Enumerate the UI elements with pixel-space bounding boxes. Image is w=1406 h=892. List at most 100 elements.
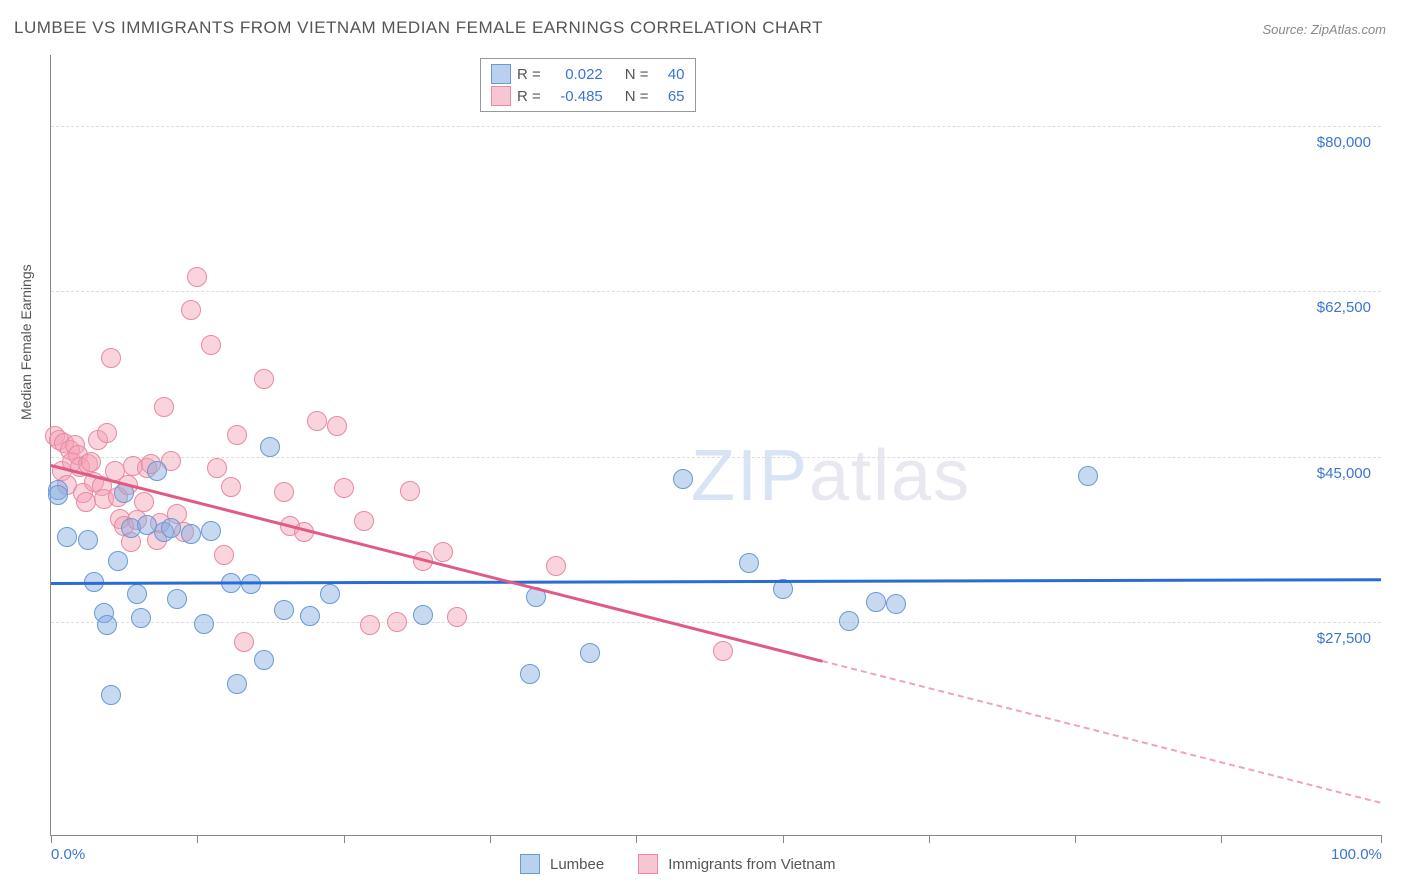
legend-row: R = -0.485 N = 65 xyxy=(491,85,685,107)
x-tick xyxy=(1381,835,1382,843)
lumbee-point xyxy=(108,551,128,571)
lumbee-point xyxy=(48,485,68,505)
vietnam-point xyxy=(76,492,96,512)
vietnam-point xyxy=(713,641,733,661)
legend-row: R = 0.022 N = 40 xyxy=(491,63,685,85)
gridline xyxy=(51,457,1381,458)
lumbee-point xyxy=(101,685,121,705)
lumbee-point xyxy=(181,524,201,544)
vietnam-point xyxy=(221,477,241,497)
lumbee-point xyxy=(78,530,98,550)
gridline xyxy=(51,126,1381,127)
chart-title: LUMBEE VS IMMIGRANTS FROM VIETNAM MEDIAN… xyxy=(14,18,823,38)
vietnam-point xyxy=(334,478,354,498)
lumbee-point xyxy=(520,664,540,684)
vietnam-point xyxy=(327,416,347,436)
lumbee-point xyxy=(57,527,77,547)
watermark: ZIPatlas xyxy=(691,435,971,517)
lumbee-point xyxy=(97,615,117,635)
x-tick xyxy=(1075,835,1076,843)
lumbee-point xyxy=(300,606,320,626)
lumbee-point xyxy=(147,461,167,481)
lumbee-point xyxy=(886,594,906,614)
vietnam-point xyxy=(234,632,254,652)
x-tick xyxy=(344,835,345,843)
vietnam-point xyxy=(201,335,221,355)
lumbee-point xyxy=(320,584,340,604)
lumbee-point xyxy=(131,608,151,628)
lumbee-point xyxy=(254,650,274,670)
n-value: 40 xyxy=(655,66,685,83)
r-label: R = xyxy=(517,88,541,105)
vietnam-point xyxy=(360,615,380,635)
x-tick xyxy=(1221,835,1222,843)
y-tick-label: $80,000 xyxy=(1317,134,1371,151)
lumbee-point xyxy=(167,589,187,609)
x-tick xyxy=(490,835,491,843)
lumbee-point xyxy=(673,469,693,489)
r-label: R = xyxy=(517,66,541,83)
x-tick xyxy=(783,835,784,843)
n-label: N = xyxy=(625,88,649,105)
x-tick xyxy=(636,835,637,843)
legend-swatch xyxy=(491,86,511,106)
vietnam-point xyxy=(97,423,117,443)
lumbee-point xyxy=(413,605,433,625)
lumbee-point xyxy=(127,584,147,604)
lumbee-point xyxy=(739,553,759,573)
vietnam-trendline-dashed xyxy=(822,660,1381,804)
lumbee-point xyxy=(580,643,600,663)
gridline xyxy=(51,622,1381,623)
scatter-plot: ZIPatlas $27,500 $45,000 $62,500 $80,000 0.0… xyxy=(50,55,1381,836)
vietnam-point xyxy=(227,425,247,445)
series-legend: Lumbee Immigrants from Vietnam xyxy=(520,854,836,874)
x-tick-label: 100.0% xyxy=(1331,846,1382,863)
lumbee-point xyxy=(274,600,294,620)
lumbee-point xyxy=(866,592,886,612)
n-value: 65 xyxy=(655,88,685,105)
vietnam-point xyxy=(254,369,274,389)
vietnam-point xyxy=(134,492,154,512)
vietnam-trendline xyxy=(51,464,823,662)
lumbee-point xyxy=(161,518,181,538)
lumbee-point xyxy=(227,674,247,694)
vietnam-point xyxy=(433,542,453,562)
vietnam-point xyxy=(154,397,174,417)
watermark-zip: ZIP xyxy=(691,436,809,516)
lumbee-point xyxy=(1078,466,1098,486)
r-value: 0.022 xyxy=(547,66,603,83)
vietnam-point xyxy=(274,482,294,502)
y-tick-label: $62,500 xyxy=(1317,299,1371,316)
x-tick xyxy=(197,835,198,843)
vietnam-point xyxy=(187,267,207,287)
y-tick-label: $27,500 xyxy=(1317,630,1371,647)
vietnam-point xyxy=(447,607,467,627)
lumbee-point xyxy=(839,611,859,631)
lumbee-point xyxy=(241,574,261,594)
x-tick xyxy=(929,835,930,843)
lumbee-swatch xyxy=(520,854,540,874)
gridline xyxy=(51,291,1381,292)
y-tick-label: $45,000 xyxy=(1317,465,1371,482)
vietnam-point xyxy=(387,612,407,632)
legend-swatch xyxy=(491,64,511,84)
watermark-atlas: atlas xyxy=(809,436,971,516)
vietnam-point xyxy=(81,452,101,472)
vietnam-point xyxy=(400,481,420,501)
lumbee-point xyxy=(260,437,280,457)
r-value: -0.485 xyxy=(547,88,603,105)
vietnam-point xyxy=(307,411,327,431)
n-label: N = xyxy=(625,66,649,83)
lumbee-point xyxy=(194,614,214,634)
x-tick-label: 0.0% xyxy=(51,846,85,863)
vietnam-point xyxy=(181,300,201,320)
vietnam-point xyxy=(354,511,374,531)
source-label: Source: ZipAtlas.com xyxy=(1262,22,1386,37)
vietnam-point xyxy=(207,458,227,478)
y-axis-label: Median Female Earnings xyxy=(18,264,34,420)
lumbee-point xyxy=(201,521,221,541)
x-tick xyxy=(51,835,52,843)
lumbee-label: Lumbee xyxy=(550,856,604,873)
vietnam-swatch xyxy=(638,854,658,874)
vietnam-point xyxy=(546,556,566,576)
